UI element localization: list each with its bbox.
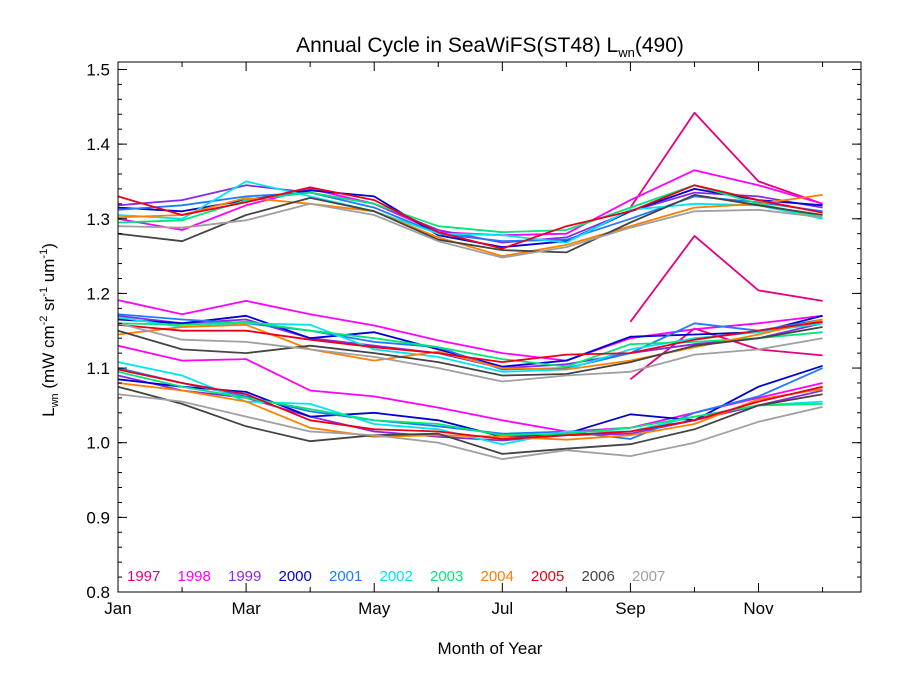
y-axis: 0.8 0.9 1.0 1.1 1.2 1.3 1.4 1.5 — [86, 60, 861, 602]
y-tick-label: 1.4 — [86, 135, 110, 154]
y-axis-label-unit-b: sr — [39, 296, 58, 315]
x-tick-label: Jul — [491, 599, 513, 618]
legend-item-2005: 2005 — [531, 568, 564, 585]
series-line-1997-high — [629, 111, 823, 209]
y-axis-label-subscript: wn — [49, 393, 61, 408]
series-line-1998-mid — [117, 299, 823, 362]
series-line-2007-low — [117, 393, 823, 460]
y-tick-label: 1.3 — [86, 210, 110, 229]
y-axis-label-sup-b: -1 — [38, 287, 50, 297]
series-line-2006-low — [117, 385, 823, 455]
legend-item-2007: 2007 — [632, 568, 665, 585]
chart-title-tail: (490) — [635, 34, 684, 57]
y-axis-label-symbol: L — [39, 407, 58, 416]
chart-title-subscript: wn — [617, 45, 635, 60]
series-line-2006-high — [117, 194, 823, 254]
y-axis-label-unit-a: (mW cm — [39, 325, 58, 393]
series-line-2004-high — [117, 194, 823, 257]
legend-item-2003: 2003 — [430, 568, 463, 585]
x-tick-label: Jan — [104, 599, 131, 618]
series-line-2003-low — [117, 370, 823, 437]
series-line-2003-mid — [117, 320, 823, 368]
series-line-2003-high — [117, 184, 823, 234]
series-line-2005-low — [117, 368, 823, 440]
y-tick-label: 1.5 — [86, 60, 110, 79]
y-axis-label-sup-a: -2 — [38, 316, 50, 326]
series-line-2002-mid — [117, 316, 823, 373]
y-axis-label-unit-c: um — [39, 259, 58, 287]
series-line-2007-high — [117, 202, 823, 259]
x-axis: Jan Mar May Jul Sep Nov — [104, 62, 824, 618]
legend-item-2001: 2001 — [329, 568, 362, 585]
series-line-2007-mid — [117, 322, 823, 383]
series-line-2005-high — [117, 184, 823, 250]
series-line-2000-low — [117, 364, 823, 438]
y-tick-label: 1.2 — [86, 284, 110, 303]
legend-item-2000: 2000 — [279, 568, 312, 585]
y-tick-label: 0.8 — [86, 583, 110, 602]
x-tick-label: Mar — [231, 599, 261, 618]
series-line-2002-high — [117, 180, 823, 244]
y-axis-label-sup-c: -1 — [38, 249, 50, 259]
x-tick-label: Nov — [743, 599, 774, 618]
x-tick-label: Sep — [615, 599, 645, 618]
series-line-2005-mid — [117, 320, 823, 363]
series-line-1997-mid — [629, 235, 823, 323]
legend-item-2002: 2002 — [380, 568, 413, 585]
axes-frame — [117, 61, 862, 593]
legend-item-2004: 2004 — [481, 568, 514, 585]
y-tick-label: 0.9 — [86, 508, 110, 527]
legend: 1997 1998 1999 2000 2001 2002 2003 2004 2005 2006… — [127, 568, 665, 585]
series-line-2006-mid — [117, 326, 823, 377]
legend-item-1997: 1997 — [127, 568, 160, 585]
legend-item-2006: 2006 — [582, 568, 615, 585]
legend-item-1998: 1998 — [178, 568, 211, 585]
x-tick-label: May — [358, 599, 391, 618]
chart-title: Annual Cycle in SeaWiFS(ST48) Lwn(490) — [296, 34, 684, 60]
series-line-1998-high — [117, 169, 823, 237]
legend-item-1999: 1999 — [228, 568, 261, 585]
y-axis-label-close: ) — [39, 243, 58, 249]
y-tick-label: 1.1 — [86, 359, 110, 378]
x-axis-label: Month of Year — [438, 639, 543, 658]
y-tick-label: 1.0 — [86, 434, 110, 453]
y-axis-label: Lwn (mW cm-2 sr-1 um-1) — [38, 243, 61, 417]
chart-title-main: Annual Cycle in SeaWiFS(ST48) L — [296, 34, 618, 57]
plot-lines — [117, 111, 823, 460]
